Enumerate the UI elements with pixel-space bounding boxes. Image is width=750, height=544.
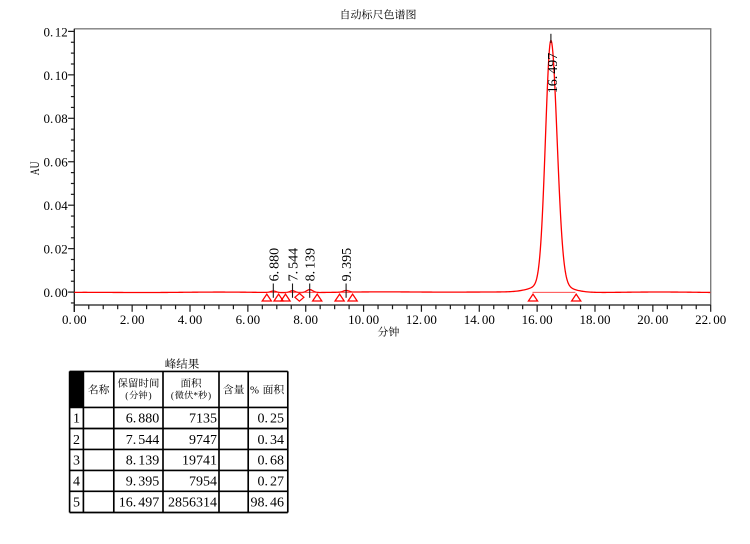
svg-text:%: % (250, 384, 259, 396)
svg-text:0.06: 0. 06 (44, 155, 69, 170)
svg-text:7.544: 7.544 (287, 248, 302, 282)
svg-text:5: 5 (73, 496, 80, 511)
svg-text:AU: AU (29, 161, 43, 175)
svg-text:7135: 7135 (189, 412, 217, 427)
svg-text:4: 4 (73, 475, 80, 490)
svg-text:0.04: 0. 04 (44, 198, 69, 213)
svg-text:16.497: 16.497 (119, 496, 160, 511)
svg-text:4.00: 4. 00 (178, 312, 203, 327)
svg-text:7954: 7954 (189, 475, 217, 490)
svg-text:8.139: 8.139 (126, 454, 160, 469)
svg-text:0.02: 0. 02 (44, 242, 68, 257)
svg-text:0.00: 0. 00 (62, 312, 87, 327)
svg-text:6.880: 6.880 (267, 248, 282, 282)
svg-text:*: * (193, 391, 198, 401)
svg-text:2: 2 (73, 433, 80, 448)
svg-text:18.00: 18. 00 (579, 312, 610, 327)
svg-text:0.00: 0. 00 (44, 285, 68, 300)
svg-text:22.00: 22. 00 (695, 312, 726, 327)
svg-text:98.46: 98. 46 (251, 496, 285, 511)
svg-text:10.00: 10. 00 (348, 312, 379, 327)
svg-text:1: 1 (73, 412, 80, 427)
svg-text:): ) (208, 390, 211, 401)
svg-text:3: 3 (73, 454, 80, 469)
svg-text:0.25: 0. 25 (258, 412, 285, 427)
svg-text:12.00: 12. 00 (406, 312, 437, 327)
svg-text:9.395: 9.395 (340, 248, 355, 282)
svg-text:2.00: 2. 00 (120, 312, 145, 327)
svg-text:2856314: 2856314 (168, 496, 217, 511)
svg-text:): ) (148, 390, 151, 401)
svg-text:8.00: 8. 00 (293, 312, 318, 327)
svg-text:19741: 19741 (182, 454, 217, 469)
svg-text:0.12: 0. 12 (44, 24, 68, 39)
svg-text:6.880: 6.880 (126, 412, 160, 427)
svg-text:0.08: 0. 08 (44, 111, 68, 126)
svg-text:0.27: 0. 27 (258, 475, 285, 490)
svg-text:7.544: 7.544 (126, 433, 160, 448)
svg-text:20.00: 20. 00 (637, 312, 668, 327)
svg-text:16.00: 16. 00 (522, 312, 553, 327)
svg-text:0.68: 0. 68 (258, 454, 285, 469)
svg-text:(: ( (125, 390, 128, 401)
svg-text:0.34: 0. 34 (258, 433, 285, 448)
svg-text:14.00: 14. 00 (464, 312, 495, 327)
svg-text:8.139: 8.139 (304, 248, 319, 282)
svg-text:9747: 9747 (189, 433, 217, 448)
svg-text:(: ( (171, 390, 174, 401)
svg-text:6.00: 6. 00 (236, 312, 261, 327)
svg-text:0.10: 0. 10 (44, 68, 68, 83)
svg-text:9.395: 9.395 (126, 475, 160, 490)
svg-text:16.497: 16.497 (546, 53, 561, 94)
